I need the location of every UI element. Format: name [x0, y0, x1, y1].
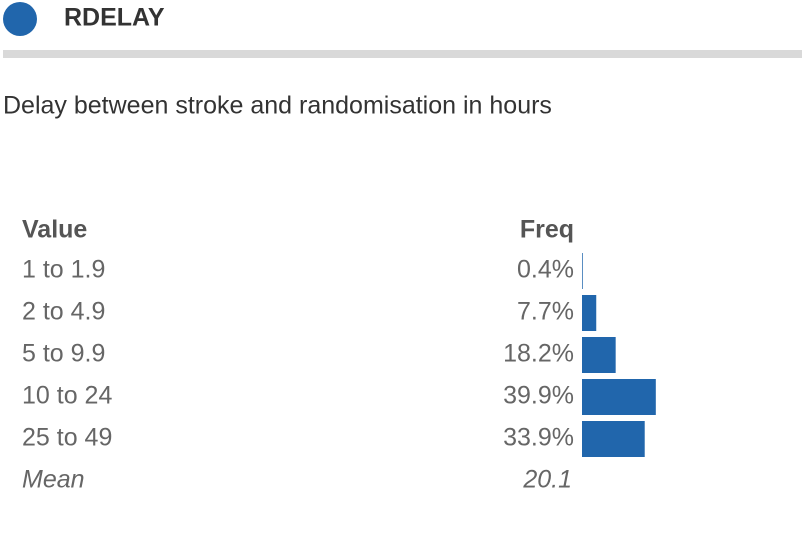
value-label: 10 to 24: [22, 382, 112, 410]
freq-label: 7.7%: [517, 298, 574, 326]
summary-label: Mean: [22, 466, 85, 494]
freq-bar: [582, 421, 645, 457]
freq-label: 39.9%: [503, 382, 574, 410]
variable-icon: [3, 2, 37, 36]
value-label: 2 to 4.9: [22, 298, 105, 326]
freq-label: 0.4%: [517, 256, 574, 284]
value-label: 5 to 9.9: [22, 340, 105, 368]
value-label: 25 to 49: [22, 424, 112, 452]
freq-bar: [582, 295, 597, 331]
divider: [3, 50, 802, 58]
freq-bar: [582, 337, 616, 373]
variable-title: RDELAY: [64, 4, 165, 32]
summary-value: 20.1: [522, 466, 572, 494]
description: Delay between stroke and randomisation i…: [3, 92, 552, 120]
freq-bar: [582, 253, 583, 289]
freq-label: 33.9%: [503, 424, 574, 452]
value-label: 1 to 1.9: [22, 256, 105, 284]
freq-label: 18.2%: [503, 340, 574, 368]
freq-bar: [582, 379, 656, 415]
column-header: Freq: [520, 216, 574, 244]
column-header: Value: [22, 216, 87, 244]
